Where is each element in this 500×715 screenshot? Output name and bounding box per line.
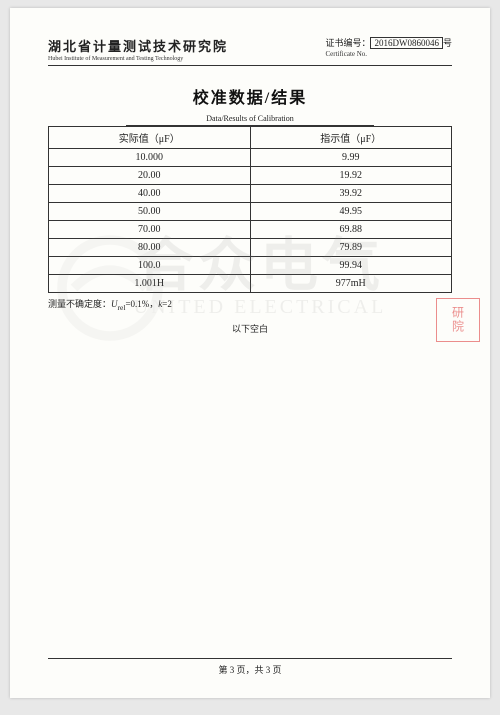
cert-suffix: 号 bbox=[443, 38, 452, 48]
title-en: Data/Results of Calibration bbox=[126, 114, 374, 126]
cell-actual: 1.001H bbox=[49, 275, 251, 293]
table-row: 20.0019.92 bbox=[49, 167, 452, 185]
table-row: 1.001H977mH bbox=[49, 275, 452, 293]
table-header-row: 实际值（μF） 指示值（μF） bbox=[49, 127, 452, 149]
page-footer: 第 3 页，共 3 页 bbox=[10, 658, 490, 676]
cell-actual: 80.00 bbox=[49, 239, 251, 257]
cell-indicated: 69.88 bbox=[250, 221, 452, 239]
calibration-table: 实际值（μF） 指示值（μF） 10.0009.9920.0019.9240.0… bbox=[48, 126, 452, 293]
col-actual-header: 实际值（μF） bbox=[49, 127, 251, 149]
cell-indicated: 977mH bbox=[250, 275, 452, 293]
table-row: 10.0009.99 bbox=[49, 149, 452, 167]
certificate-page: 湖北省计量测试技术研究院 Hubei Institute of Measurem… bbox=[10, 8, 490, 698]
table-row: 100.099.94 bbox=[49, 257, 452, 275]
cell-actual: 70.00 bbox=[49, 221, 251, 239]
cell-indicated: 19.92 bbox=[250, 167, 452, 185]
cell-indicated: 79.89 bbox=[250, 239, 452, 257]
table-row: 70.0069.88 bbox=[49, 221, 452, 239]
footer-divider bbox=[48, 658, 452, 659]
cell-indicated: 49.95 bbox=[250, 203, 452, 221]
red-stamp: 研院 bbox=[436, 298, 480, 342]
uncertainty-line: 测量不确定度：Urel=0.1%，k=2 bbox=[48, 297, 452, 312]
cell-actual: 40.00 bbox=[49, 185, 251, 203]
cell-actual: 10.000 bbox=[49, 149, 251, 167]
title-block: 校准数据/结果 Data/Results of Calibration bbox=[48, 84, 452, 126]
cert-sub-en: Certificate No. bbox=[325, 50, 452, 58]
table-row: 40.0039.92 bbox=[49, 185, 452, 203]
table-row: 80.0079.89 bbox=[49, 239, 452, 257]
urel-value: =0.1%， bbox=[125, 299, 158, 309]
col-indicated-header: 指示值（μF） bbox=[250, 127, 452, 149]
certificate-number-block: 证书编号：2016DW0860046号 Certificate No. bbox=[325, 36, 452, 58]
cell-actual: 50.00 bbox=[49, 203, 251, 221]
blank-below-text: 以下空白 bbox=[48, 322, 452, 335]
title-cn: 校准数据/结果 bbox=[48, 84, 452, 108]
institute-block: 湖北省计量测试技术研究院 Hubei Institute of Measurem… bbox=[48, 36, 228, 62]
page-number: 第 3 页，共 3 页 bbox=[218, 665, 281, 675]
table-body: 10.0009.9920.0019.9240.0039.9250.0049.95… bbox=[49, 149, 452, 293]
cell-indicated: 39.92 bbox=[250, 185, 452, 203]
cert-label: 证书编号： bbox=[325, 38, 370, 48]
institute-name-en: Hubei Institute of Measurement and Testi… bbox=[48, 56, 228, 62]
certificate-line: 证书编号：2016DW0860046号 bbox=[325, 36, 452, 49]
cert-number: 2016DW0860046 bbox=[370, 37, 443, 49]
cell-indicated: 99.94 bbox=[250, 257, 452, 275]
cell-actual: 100.0 bbox=[49, 257, 251, 275]
k-value: =2 bbox=[162, 299, 172, 309]
page-header: 湖北省计量测试技术研究院 Hubei Institute of Measurem… bbox=[48, 36, 452, 66]
cell-indicated: 9.99 bbox=[250, 149, 452, 167]
institute-name-cn: 湖北省计量测试技术研究院 bbox=[48, 36, 228, 55]
uncertainty-label: 测量不确定度： bbox=[48, 299, 111, 309]
table-row: 50.0049.95 bbox=[49, 203, 452, 221]
cell-actual: 20.00 bbox=[49, 167, 251, 185]
